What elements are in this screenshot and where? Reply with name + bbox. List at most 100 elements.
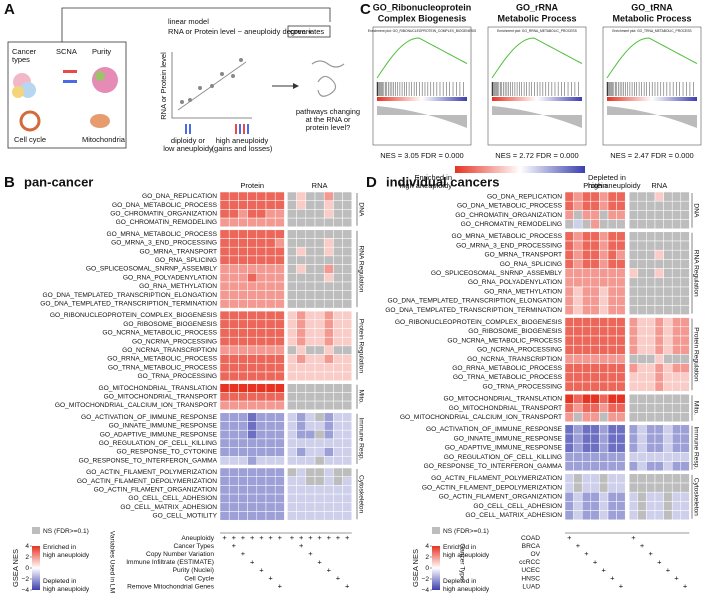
- heat-cell: [581, 231, 592, 242]
- heat-cell: [607, 200, 617, 211]
- heat-cell: [564, 317, 574, 328]
- heat-cell: [323, 217, 334, 228]
- chromosome-icons: [185, 124, 249, 134]
- heat-cell: [287, 363, 297, 373]
- heat-cell: [607, 191, 617, 202]
- heat-cell: [323, 209, 334, 219]
- heat-cell: [219, 447, 230, 457]
- heat-cell: [247, 246, 258, 257]
- heat-cell: [314, 467, 325, 477]
- heat-cell: [590, 501, 600, 511]
- heat-cell: [238, 200, 248, 210]
- heat-cell: [296, 392, 307, 402]
- heat-cell: [616, 482, 626, 493]
- heat-cell: [333, 217, 343, 228]
- heat-cell: [646, 231, 656, 242]
- heat-cell: [680, 452, 690, 462]
- heat-cell: [616, 277, 626, 288]
- heat-cell: [256, 392, 267, 402]
- row-label: GO_MITOCHONDRIAL_TRANSLATION: [444, 396, 563, 403]
- heat-cell: [287, 345, 297, 355]
- heat-cell: [238, 319, 248, 329]
- heat-cell: [342, 485, 353, 495]
- heat-cell: [581, 259, 592, 269]
- heat-cell: [607, 326, 617, 337]
- heat-cell: [314, 191, 325, 201]
- heat-cell: [256, 281, 267, 291]
- heat-cell: [646, 259, 656, 269]
- heat-cell: [616, 461, 626, 472]
- heat-cell: [671, 491, 682, 502]
- heat-cell: [333, 363, 343, 373]
- heat-cell: [314, 493, 325, 504]
- heat-cell: [265, 412, 276, 422]
- row-label: GO_RIBOSOME_BIOGENESIS: [123, 321, 217, 328]
- heat-cell: [646, 403, 656, 413]
- heat-cell: [616, 305, 626, 315]
- heat-cell: [228, 238, 239, 248]
- heat-cell: [228, 476, 239, 486]
- heat-cell: [219, 200, 230, 210]
- heat-cell: [287, 264, 297, 274]
- heat-cell: [342, 412, 353, 422]
- heat-cell: [654, 372, 664, 383]
- heat-cell: [256, 246, 267, 257]
- heat-cell: [265, 200, 276, 210]
- group-label: RNA Regulation: [357, 245, 364, 292]
- covariates: covariates: [290, 27, 324, 36]
- heat-cell: [654, 381, 664, 392]
- heat-cell: [228, 345, 239, 355]
- heat-cell: [590, 240, 600, 251]
- heat-cell: [296, 238, 307, 248]
- heat-cell: [680, 433, 690, 444]
- heat-cell: [305, 502, 316, 512]
- heat-cell: [333, 476, 343, 486]
- heat-cell: [581, 473, 592, 484]
- heat-cell: [616, 510, 626, 521]
- heat-cell: [646, 286, 656, 297]
- heat-cell: [637, 240, 647, 251]
- heat-cell: [296, 345, 307, 355]
- heat-cell: [287, 336, 297, 347]
- heat-cell: [573, 277, 583, 288]
- heat-cell: [663, 200, 673, 211]
- heat-cell: [305, 354, 316, 364]
- row-label: GO_TRNA_METABOLIC_PROCESS: [453, 374, 563, 381]
- bracket: [61, 7, 331, 42]
- heat-cell: [654, 473, 664, 484]
- heat-cell: [333, 328, 343, 338]
- heat-cell: [305, 429, 316, 440]
- heat-cell: [599, 473, 609, 484]
- heat-cell: [342, 476, 353, 486]
- legend-depleted: Depleted in: [43, 578, 77, 585]
- heat-cell: [219, 467, 230, 477]
- heat-cell: [564, 501, 574, 511]
- heat-cell: [628, 491, 639, 502]
- heat-cell: [581, 372, 592, 383]
- heat-cell: [219, 238, 230, 248]
- heat-cell: [256, 238, 267, 248]
- row-label: GO_RIBOSOME_BIOGENESIS: [468, 328, 562, 335]
- heat-cell: [228, 319, 239, 329]
- variable-mark: +: [250, 533, 255, 542]
- heat-cell: [333, 345, 343, 355]
- heat-cell: [265, 392, 276, 402]
- heat-cell: [590, 363, 600, 374]
- heat-cell: [287, 371, 297, 381]
- heat-cell: [581, 326, 592, 337]
- group-label: Immune Resp.: [692, 426, 699, 469]
- heat-cell: [573, 249, 583, 260]
- tick-label: 2: [25, 554, 29, 561]
- heat-cell: [654, 268, 664, 279]
- heat-cell: [287, 467, 297, 477]
- heat-cell: [228, 273, 239, 283]
- heat-cell: [671, 200, 682, 211]
- heat-cell: [616, 326, 626, 337]
- heat-cell: [228, 217, 239, 228]
- heat-cell: [296, 429, 307, 440]
- row-label: GO_CHROMATIN_ORGANIZATION: [455, 212, 562, 219]
- heat-cell: [646, 461, 656, 472]
- heat-cell: [305, 319, 316, 329]
- heat-cell: [599, 354, 609, 364]
- heat-cell: [628, 381, 639, 392]
